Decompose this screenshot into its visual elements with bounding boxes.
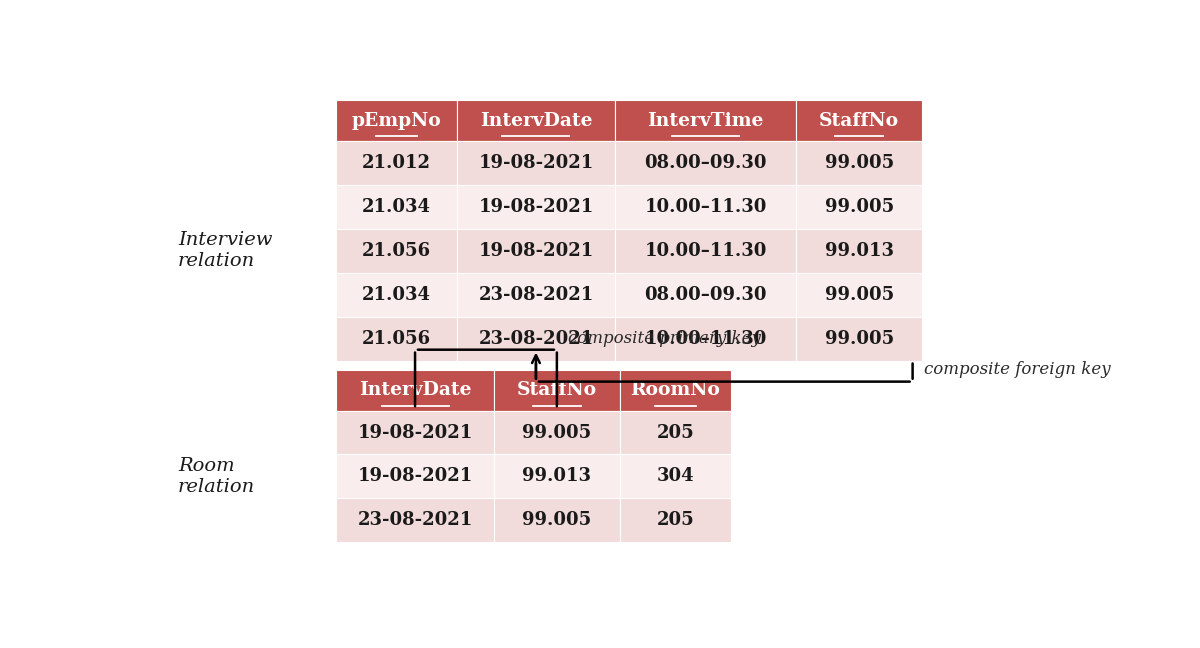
Text: 10.00–11.30: 10.00–11.30 [644, 330, 767, 348]
FancyBboxPatch shape [457, 185, 616, 229]
Text: IntervDate: IntervDate [480, 111, 593, 130]
Text: 99.005: 99.005 [522, 424, 592, 441]
Text: 99.013: 99.013 [522, 467, 592, 485]
Text: 23-08-2021: 23-08-2021 [479, 330, 594, 348]
Text: 99.005: 99.005 [824, 330, 894, 348]
Text: 205: 205 [656, 424, 695, 441]
FancyBboxPatch shape [336, 185, 457, 229]
Text: Interview
relation: Interview relation [178, 231, 272, 270]
FancyBboxPatch shape [619, 454, 731, 498]
Text: 99.005: 99.005 [824, 154, 894, 172]
Text: 304: 304 [656, 467, 695, 485]
FancyBboxPatch shape [457, 273, 616, 317]
Text: StaffNo: StaffNo [517, 381, 596, 399]
Text: 19-08-2021: 19-08-2021 [479, 154, 594, 172]
Text: 19-08-2021: 19-08-2021 [358, 424, 473, 441]
Text: 08.00–09.30: 08.00–09.30 [644, 286, 767, 304]
Text: RoomNo: RoomNo [630, 381, 720, 399]
Text: 99.005: 99.005 [824, 286, 894, 304]
FancyBboxPatch shape [616, 185, 797, 229]
Text: StaffNo: StaffNo [820, 111, 899, 130]
Text: 205: 205 [656, 511, 695, 529]
FancyBboxPatch shape [494, 454, 619, 498]
FancyBboxPatch shape [616, 317, 797, 361]
Text: IntervTime: IntervTime [648, 111, 764, 130]
Text: composite primary key: composite primary key [568, 330, 761, 347]
FancyBboxPatch shape [797, 100, 922, 141]
FancyBboxPatch shape [336, 317, 457, 361]
Text: 21.034: 21.034 [362, 198, 431, 216]
FancyBboxPatch shape [336, 369, 494, 411]
Text: 10.00–11.30: 10.00–11.30 [644, 198, 767, 216]
FancyBboxPatch shape [494, 369, 619, 411]
FancyBboxPatch shape [797, 141, 922, 185]
Text: 08.00–09.30: 08.00–09.30 [644, 154, 767, 172]
FancyBboxPatch shape [797, 273, 922, 317]
FancyBboxPatch shape [336, 141, 457, 185]
Text: composite foreign key: composite foreign key [924, 361, 1110, 378]
Text: pEmpNo: pEmpNo [352, 111, 442, 130]
FancyBboxPatch shape [797, 185, 922, 229]
FancyBboxPatch shape [457, 229, 616, 273]
FancyBboxPatch shape [616, 273, 797, 317]
Text: 99.005: 99.005 [824, 198, 894, 216]
FancyBboxPatch shape [797, 317, 922, 361]
FancyBboxPatch shape [457, 100, 616, 141]
FancyBboxPatch shape [457, 141, 616, 185]
FancyBboxPatch shape [616, 229, 797, 273]
FancyBboxPatch shape [616, 100, 797, 141]
FancyBboxPatch shape [619, 369, 731, 411]
FancyBboxPatch shape [336, 411, 494, 454]
FancyBboxPatch shape [336, 273, 457, 317]
FancyBboxPatch shape [494, 498, 619, 542]
Text: 19-08-2021: 19-08-2021 [479, 242, 594, 260]
FancyBboxPatch shape [336, 498, 494, 542]
Text: Room
relation: Room relation [178, 457, 256, 496]
Text: 99.013: 99.013 [824, 242, 894, 260]
FancyBboxPatch shape [457, 317, 616, 361]
FancyBboxPatch shape [797, 229, 922, 273]
Text: 23-08-2021: 23-08-2021 [358, 511, 473, 529]
FancyBboxPatch shape [494, 411, 619, 454]
Text: 21.056: 21.056 [362, 242, 431, 260]
Text: 21.056: 21.056 [362, 330, 431, 348]
Text: 99.005: 99.005 [522, 511, 592, 529]
Text: IntervDate: IntervDate [359, 381, 472, 399]
Text: 23-08-2021: 23-08-2021 [479, 286, 594, 304]
FancyBboxPatch shape [619, 498, 731, 542]
FancyBboxPatch shape [336, 454, 494, 498]
Text: 10.00–11.30: 10.00–11.30 [644, 242, 767, 260]
Text: 21.034: 21.034 [362, 286, 431, 304]
Text: 19-08-2021: 19-08-2021 [358, 467, 473, 485]
FancyBboxPatch shape [616, 141, 797, 185]
Text: 19-08-2021: 19-08-2021 [479, 198, 594, 216]
FancyBboxPatch shape [336, 229, 457, 273]
Text: 21.012: 21.012 [362, 154, 431, 172]
FancyBboxPatch shape [619, 411, 731, 454]
FancyBboxPatch shape [336, 100, 457, 141]
